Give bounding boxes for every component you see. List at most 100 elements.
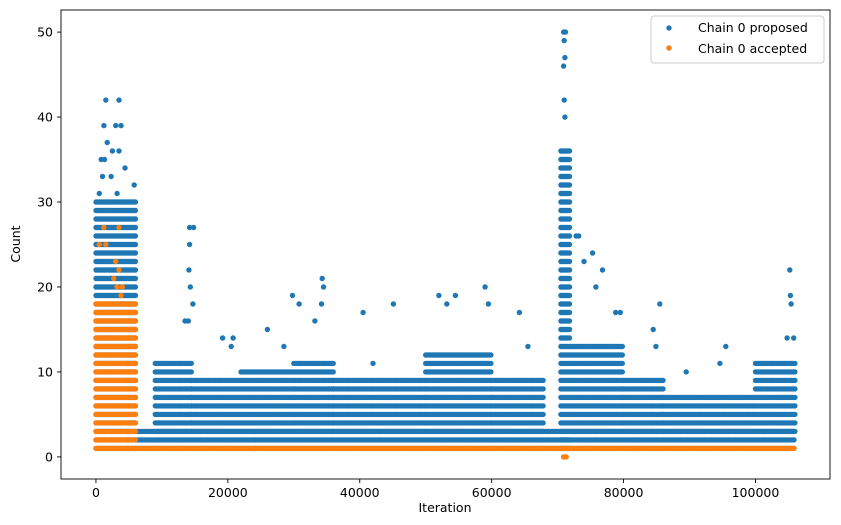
data-point — [540, 386, 546, 392]
data-point — [653, 343, 659, 350]
data-point — [566, 173, 573, 180]
data-point — [566, 190, 573, 197]
data-point — [566, 233, 573, 239]
data-point — [540, 394, 546, 401]
data-point — [186, 224, 193, 231]
data-point — [566, 292, 573, 299]
data-point — [319, 275, 325, 282]
data-point — [566, 275, 573, 282]
data-point — [717, 360, 723, 367]
data-point — [131, 182, 137, 188]
data-point — [683, 369, 689, 375]
data-point — [562, 54, 568, 61]
series-layer — [93, 29, 798, 460]
data-point — [132, 216, 139, 222]
data-point — [187, 284, 193, 290]
data-point — [219, 335, 226, 341]
data-point — [516, 309, 523, 316]
data-point — [566, 156, 573, 163]
data-point — [132, 233, 139, 239]
data-point — [122, 165, 128, 171]
data-point — [540, 377, 546, 384]
data-point — [132, 241, 139, 248]
data-point — [560, 63, 567, 69]
data-point — [792, 411, 798, 418]
data-point — [540, 411, 546, 418]
data-point — [566, 309, 573, 316]
plot-background — [61, 10, 830, 479]
data-point — [619, 369, 625, 375]
data-point — [566, 267, 573, 273]
data-point — [562, 29, 569, 35]
data-point — [186, 267, 192, 273]
data-point — [593, 284, 599, 290]
data-point — [599, 267, 606, 273]
data-point — [488, 360, 494, 367]
data-point — [566, 182, 573, 188]
data-point — [566, 437, 573, 443]
data-point — [99, 173, 106, 180]
data-point — [566, 258, 573, 265]
data-point — [185, 318, 191, 324]
data-point — [566, 250, 573, 256]
data-point — [566, 326, 573, 333]
data-point — [370, 360, 376, 367]
data-point — [444, 301, 450, 307]
data-point — [118, 122, 124, 129]
data-point — [228, 343, 234, 350]
data-point — [723, 343, 729, 350]
data-point — [576, 233, 582, 239]
data-point — [619, 343, 625, 350]
data-point — [132, 267, 139, 273]
data-point — [617, 309, 623, 316]
data-point — [562, 114, 568, 120]
data-point — [566, 318, 573, 324]
data-point — [566, 148, 573, 154]
data-point — [132, 258, 139, 265]
data-point — [540, 420, 546, 426]
data-point — [188, 360, 194, 367]
data-point — [318, 301, 325, 307]
data-point — [132, 284, 139, 290]
data-point — [660, 386, 666, 392]
data-point — [650, 326, 656, 333]
data-point — [116, 148, 122, 154]
data-point — [264, 326, 271, 333]
data-point — [566, 301, 573, 307]
data-point — [132, 292, 139, 299]
data-point — [566, 284, 573, 290]
data-point — [190, 224, 197, 231]
data-point — [566, 165, 573, 171]
data-point — [657, 301, 663, 307]
data-point — [566, 224, 573, 231]
data-point — [488, 352, 494, 358]
data-point — [104, 139, 110, 146]
data-point — [452, 292, 459, 299]
data-point — [103, 97, 109, 103]
data-point — [312, 318, 318, 324]
data-point — [330, 360, 336, 367]
data-point — [132, 224, 139, 231]
data-point — [101, 156, 108, 163]
data-point — [581, 258, 587, 265]
data-point — [390, 301, 397, 307]
data-point — [792, 420, 798, 426]
data-point — [613, 309, 619, 316]
data-point — [619, 352, 625, 358]
data-point — [791, 437, 797, 443]
data-point — [540, 428, 546, 435]
data-point — [230, 335, 236, 341]
data-point — [113, 122, 119, 129]
data-point — [561, 37, 567, 44]
data-point — [132, 275, 139, 282]
data-point — [190, 301, 196, 307]
data-point — [109, 148, 116, 154]
data-point — [116, 97, 122, 103]
data-point — [488, 369, 494, 375]
data-point — [108, 173, 114, 180]
data-point — [566, 241, 573, 248]
data-point — [566, 335, 573, 341]
data-point — [114, 190, 120, 197]
data-point — [540, 403, 546, 409]
